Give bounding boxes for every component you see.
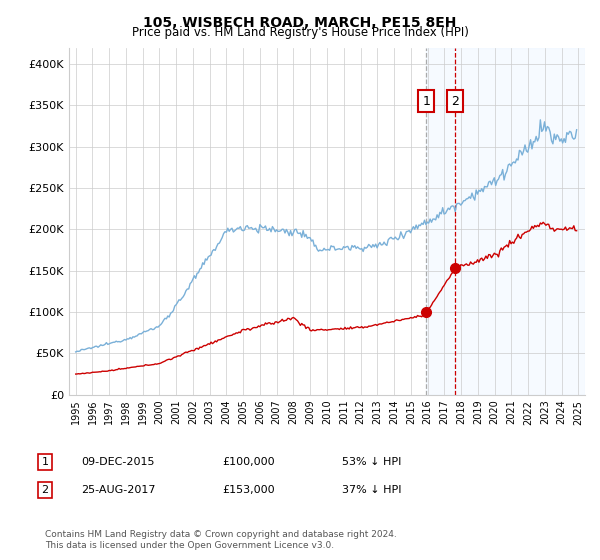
- Text: £100,000: £100,000: [222, 457, 275, 467]
- Text: 1: 1: [41, 457, 49, 467]
- Text: 37% ↓ HPI: 37% ↓ HPI: [342, 485, 401, 495]
- Text: 1: 1: [422, 95, 430, 108]
- Text: 53% ↓ HPI: 53% ↓ HPI: [342, 457, 401, 467]
- Text: Price paid vs. HM Land Registry's House Price Index (HPI): Price paid vs. HM Land Registry's House …: [131, 26, 469, 39]
- Text: 105, WISBECH ROAD, MARCH, PE15 8EH: 105, WISBECH ROAD, MARCH, PE15 8EH: [143, 16, 457, 30]
- Text: 09-DEC-2015: 09-DEC-2015: [81, 457, 155, 467]
- Text: 2: 2: [41, 485, 49, 495]
- Text: Contains HM Land Registry data © Crown copyright and database right 2024.
This d: Contains HM Land Registry data © Crown c…: [45, 530, 397, 550]
- Text: £153,000: £153,000: [222, 485, 275, 495]
- Text: 2: 2: [451, 95, 459, 108]
- Text: 25-AUG-2017: 25-AUG-2017: [81, 485, 155, 495]
- Bar: [426, 48, 585, 395]
